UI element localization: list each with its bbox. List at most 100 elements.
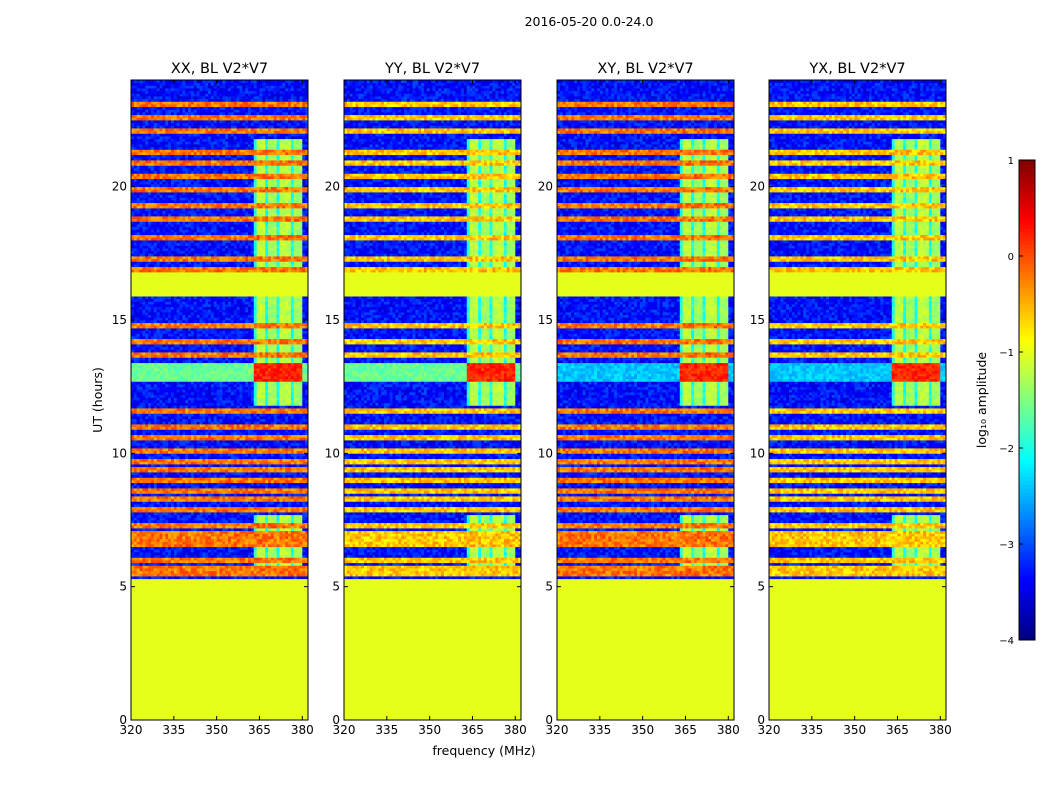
heatmap-cell bbox=[279, 557, 282, 560]
heatmap-cell bbox=[202, 576, 205, 579]
heatmap-cell bbox=[217, 576, 220, 579]
heatmap-cell bbox=[262, 573, 265, 576]
heatmap-cell bbox=[262, 549, 265, 552]
heatmap-cell bbox=[277, 563, 280, 566]
heatmap-cell bbox=[239, 568, 242, 571]
heatmap-cell bbox=[268, 571, 271, 574]
heatmap-cell bbox=[228, 576, 231, 579]
heatmap-cell bbox=[188, 576, 191, 579]
heatmap-cell bbox=[165, 557, 168, 560]
heatmap-cell bbox=[157, 549, 160, 552]
heatmap-cell bbox=[220, 539, 223, 542]
heatmap-cell bbox=[285, 547, 288, 550]
heatmap-cell bbox=[220, 568, 223, 571]
heatmap-cell bbox=[268, 544, 271, 547]
heatmap-cell bbox=[168, 563, 171, 566]
heatmap-cell bbox=[220, 552, 223, 555]
heatmap-cell bbox=[257, 555, 260, 558]
heatmap-cell bbox=[151, 563, 154, 566]
heatmap-cell bbox=[134, 555, 137, 558]
heatmap-cell bbox=[277, 544, 280, 547]
heatmap-cell bbox=[251, 565, 254, 568]
heatmap-cell bbox=[234, 557, 237, 560]
heatmap-cell bbox=[239, 557, 242, 560]
heatmap-cell bbox=[234, 547, 237, 550]
heatmap-cell bbox=[265, 571, 268, 574]
heatmap-cell bbox=[245, 539, 248, 542]
heatmap-cell bbox=[200, 560, 203, 563]
heatmap-cell bbox=[220, 555, 223, 558]
heatmap-cell bbox=[291, 560, 294, 563]
heatmap-cell bbox=[274, 571, 277, 574]
heatmap-cell bbox=[182, 555, 185, 558]
heatmap-cell bbox=[185, 576, 188, 579]
heatmap-cell bbox=[248, 568, 251, 571]
heatmap-cell bbox=[297, 555, 300, 558]
heatmap-cell bbox=[257, 549, 260, 552]
heatmap-cell bbox=[217, 571, 220, 574]
heatmap-cell bbox=[237, 563, 240, 566]
heatmap-cell bbox=[291, 544, 294, 547]
heatmap-cell bbox=[142, 573, 145, 576]
heatmap-cell bbox=[157, 568, 160, 571]
figure-title: 2016-05-20 0.0-24.0 bbox=[525, 14, 654, 29]
heatmap-cell bbox=[180, 552, 183, 555]
heatmap-cell bbox=[231, 576, 234, 579]
heatmap-cell bbox=[137, 536, 140, 539]
heatmap-cell bbox=[254, 560, 257, 563]
heatmap-cell bbox=[168, 549, 171, 552]
heatmap-cell bbox=[282, 557, 285, 560]
heatmap-cell bbox=[171, 576, 174, 579]
heatmap-cell bbox=[137, 552, 140, 555]
heatmap-cell bbox=[142, 547, 145, 550]
heatmap-cell bbox=[242, 576, 245, 579]
heatmap-cell bbox=[134, 568, 137, 571]
heatmap-cell bbox=[245, 560, 248, 563]
heatmap-cell bbox=[211, 549, 214, 552]
heatmap-cell bbox=[214, 571, 217, 574]
heatmap-cell bbox=[231, 557, 234, 560]
heatmap-cell bbox=[302, 555, 305, 558]
heatmap-cell bbox=[134, 547, 137, 550]
heatmap-cell bbox=[194, 565, 197, 568]
heatmap-cell bbox=[211, 552, 214, 555]
heatmap-cell bbox=[259, 544, 262, 547]
heatmap-cell bbox=[148, 563, 151, 566]
heatmap-cell bbox=[205, 557, 208, 560]
heatmap-cell bbox=[208, 573, 211, 576]
heatmap-cell bbox=[214, 557, 217, 560]
heatmap-cell bbox=[299, 539, 302, 542]
heatmap-cell bbox=[137, 547, 140, 550]
heatmap-cell bbox=[205, 549, 208, 552]
heatmap-cell bbox=[174, 549, 177, 552]
heatmap-cell bbox=[248, 576, 251, 579]
heatmap-cell bbox=[288, 568, 291, 571]
heatmap-cell bbox=[228, 560, 231, 563]
heatmap-cell bbox=[134, 536, 137, 539]
heatmap-cell bbox=[211, 565, 214, 568]
heatmap-cell bbox=[191, 547, 194, 550]
heatmap-cell bbox=[294, 555, 297, 558]
heatmap-cell bbox=[151, 576, 154, 579]
heatmap-cell bbox=[285, 544, 288, 547]
heatmap-cell bbox=[162, 536, 165, 539]
heatmap-cell bbox=[208, 560, 211, 563]
heatmap-cell bbox=[259, 541, 262, 544]
heatmap-cell bbox=[211, 541, 214, 544]
heatmap-cell bbox=[299, 576, 302, 579]
heatmap-cell bbox=[282, 544, 285, 547]
heatmap-cell bbox=[297, 547, 300, 550]
heatmap-cell bbox=[220, 557, 223, 560]
heatmap-cell bbox=[182, 557, 185, 560]
heatmap-cell bbox=[180, 560, 183, 563]
heatmap-cell bbox=[194, 541, 197, 544]
heatmap-cell bbox=[148, 555, 151, 558]
heatmap-cell bbox=[231, 555, 234, 558]
heatmap-cell bbox=[177, 573, 180, 576]
heatmap-cell bbox=[228, 568, 231, 571]
heatmap-cell bbox=[208, 547, 211, 550]
heatmap-cell bbox=[245, 549, 248, 552]
heatmap-cell bbox=[302, 557, 305, 560]
heatmap-cell bbox=[202, 568, 205, 571]
heatmap-cell bbox=[145, 573, 148, 576]
